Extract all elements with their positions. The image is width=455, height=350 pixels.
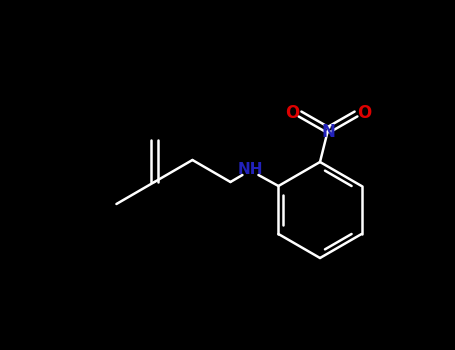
Text: N: N <box>321 123 335 141</box>
Text: O: O <box>357 104 371 122</box>
Text: O: O <box>285 104 299 122</box>
Text: NH: NH <box>238 162 263 177</box>
